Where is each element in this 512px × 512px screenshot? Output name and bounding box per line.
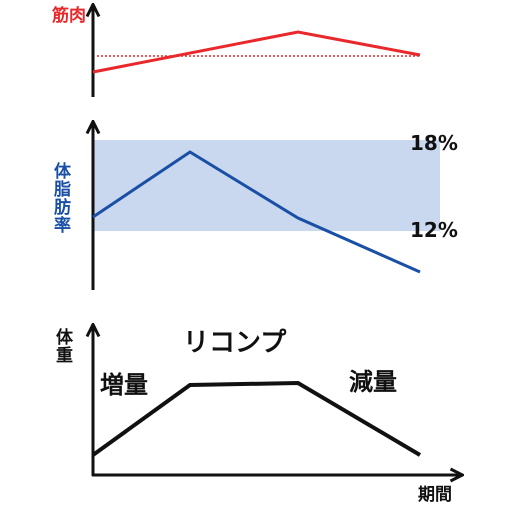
x-axis-label: 期間 — [418, 485, 452, 505]
muscle-label: 筋肉 — [52, 6, 86, 26]
phase-label: 減量 — [349, 368, 397, 396]
fat-line — [92, 150, 421, 274]
phase-label: 増量 — [100, 371, 148, 399]
weight-label: 体重 — [52, 328, 72, 364]
upper-label: 18% — [410, 131, 458, 155]
weight-line — [91, 380, 422, 457]
lower-label: 12% — [410, 218, 458, 242]
fat-label: 体脂肪率 — [50, 162, 70, 234]
phase-label: リコンプ — [183, 328, 287, 358]
muscle-line — [92, 30, 421, 74]
range-band — [93, 140, 440, 231]
